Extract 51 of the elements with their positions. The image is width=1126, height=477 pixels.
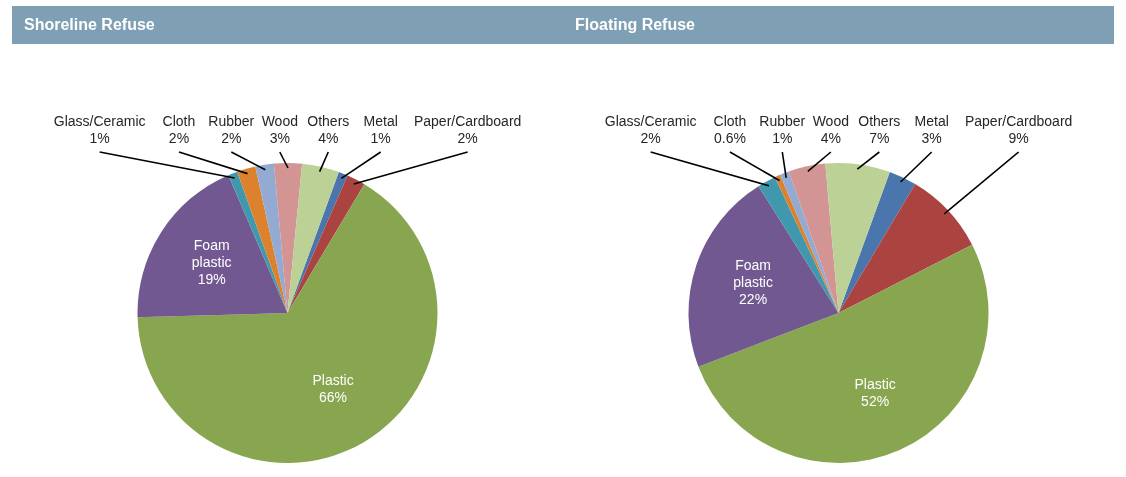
pie-slice [698,244,989,463]
data-label: 22% [739,291,768,308]
data-label: 2% [457,130,478,146]
data-label: 3% [921,130,942,146]
pie-slice [287,163,339,313]
data-label: 3% [269,130,290,146]
slice-label: Cloth [162,113,196,129]
slice-label: Others [307,113,350,129]
data-label: 9% [1008,130,1029,146]
slice-label: Paper/Cardboard [413,113,522,129]
chart-title: Shoreline Refuse [24,16,155,33]
data-label: 1% [89,130,110,146]
data-label: 2% [221,130,242,146]
slice-label: Foam plastic [733,257,773,291]
data-label: 1% [370,130,391,146]
slice-label: Glass/Ceramic [53,113,146,129]
pie-slice [838,184,973,313]
chart-title: Floating Refuse [575,16,696,33]
pie-slice [137,184,438,463]
data-label: 4% [820,130,841,146]
pie-slice [825,163,890,313]
data-label: 2% [640,130,661,146]
slice-label: Wood [261,113,298,129]
slice-label: Cloth [713,113,747,129]
data-label: 66% [319,388,348,405]
pie-slice [788,163,839,313]
slice-label: Metal [363,113,398,129]
data-label: 4% [318,130,339,146]
data-label: 0.6% [713,130,746,146]
slice-label: Plastic [312,371,354,388]
slice-label: Rubber [208,113,255,129]
pie-slice [688,186,839,367]
pie-slice [287,172,348,313]
pie-slice [287,175,365,313]
slice-label: Others [858,113,901,129]
slice-label: Paper/Cardboard [964,113,1073,129]
slice-label: Plastic [854,376,896,393]
pie-slice [273,163,303,313]
pie-slice [237,166,288,313]
slice-label: Wood [812,113,849,129]
data-label: 19% [197,271,226,288]
data-label: 2% [168,130,190,146]
data-label: 52% [861,393,890,410]
data-label: 7% [869,130,890,146]
slice-label: Metal [914,113,949,129]
data-label: 1% [772,130,793,146]
slice-label: Rubber [759,113,806,129]
slice-label: Foam plastic [191,237,232,271]
pie-slice [137,175,288,318]
pie-slice [838,172,916,313]
slice-label: Glass/Ceramic [604,113,697,129]
